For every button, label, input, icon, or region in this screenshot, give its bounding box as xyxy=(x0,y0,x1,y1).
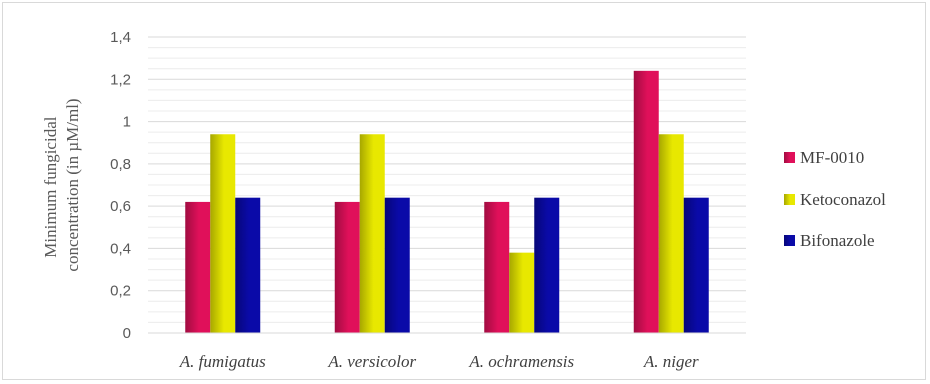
x-category-label: A. ochramensis xyxy=(468,352,574,371)
y-tick-label: 1,4 xyxy=(110,29,131,46)
bar-bifonazole-2 xyxy=(384,197,410,333)
bar-mf-0010-3 xyxy=(484,201,510,333)
y-tick-label: 1,2 xyxy=(110,71,131,88)
legend-label: Ketoconazol xyxy=(800,190,886,209)
bar-bifonazole-1 xyxy=(235,197,261,333)
legend-label: MF-0010 xyxy=(800,148,864,167)
y-axis-label-line-2: concentration (in µM/ml) xyxy=(63,98,82,271)
legend: MF-0010 Ketoconazol Bifonazole xyxy=(784,148,886,250)
bar-bifonazole-3 xyxy=(534,197,560,333)
bars xyxy=(185,70,709,333)
y-tick-label: 0,6 xyxy=(110,198,131,215)
x-category-label: A. versicolor xyxy=(327,352,416,371)
bar-mf-0010-1 xyxy=(185,201,211,333)
legend-swatch-ketoconazol xyxy=(784,194,795,205)
y-tick-label: 0,4 xyxy=(110,240,131,257)
bar-mf-0010-4 xyxy=(633,70,659,333)
bar-ketoconazol-1 xyxy=(210,134,236,333)
bar-ketoconazol-2 xyxy=(359,134,385,333)
y-tick-label: 0,2 xyxy=(110,283,131,300)
legend-swatch-mf-0010 xyxy=(784,152,795,163)
y-tick-label: 0 xyxy=(123,325,131,342)
y-axis-label-line-1: Minimum fungicidal xyxy=(41,116,60,257)
x-axis-categories: A. fumigatus A. versicolor A. ochramensis A… xyxy=(179,352,699,371)
y-axis-label: Minimum fungicidal concentration (in µM/… xyxy=(41,98,82,271)
x-category-label: A. fumigatus xyxy=(179,352,266,371)
bar-ketoconazol-4 xyxy=(658,134,684,333)
bar-ketoconazol-3 xyxy=(509,252,535,333)
bar-mf-0010-2 xyxy=(334,201,360,333)
x-category-label: A. niger xyxy=(643,352,699,371)
legend-swatch-bifonazole xyxy=(784,235,795,246)
y-tick-label: 0,8 xyxy=(110,156,131,173)
y-axis-ticks: 0 0,2 0,4 0,6 0,8 1 1,2 1,4 xyxy=(110,29,131,342)
legend-label: Bifonazole xyxy=(800,231,875,250)
bar-bifonazole-4 xyxy=(683,197,709,333)
y-tick-label: 1 xyxy=(123,114,131,131)
chart-frame xyxy=(2,2,926,380)
